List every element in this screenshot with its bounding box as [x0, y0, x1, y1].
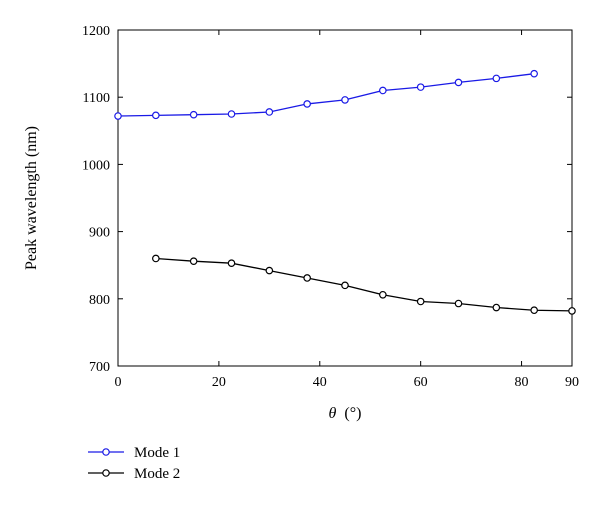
series-layer — [114, 69, 576, 315]
plot-area — [117, 29, 573, 367]
data-point — [530, 306, 538, 315]
x-tick-label: 90 — [565, 375, 579, 390]
data-point — [114, 112, 122, 120]
x-tick-label: 80 — [515, 375, 529, 390]
y-tick-label: 1100 — [83, 91, 110, 106]
data-point — [341, 96, 349, 104]
data-point — [416, 83, 425, 91]
legend-label: Mode 1 — [134, 445, 180, 461]
y-tick-label: 1000 — [82, 158, 110, 173]
data-point — [152, 254, 160, 263]
data-point — [454, 299, 463, 308]
data-point — [265, 266, 274, 275]
y-tick-label: 700 — [89, 360, 110, 375]
data-point — [265, 108, 274, 116]
data-point — [416, 297, 425, 306]
y-axis-title: Peak wavelength (nm) — [23, 126, 40, 270]
x-tick-label: 20 — [212, 375, 226, 390]
data-point — [492, 74, 501, 83]
data-point — [530, 69, 538, 78]
series-2 — [152, 254, 576, 315]
data-point — [303, 100, 311, 108]
data-point — [152, 111, 160, 120]
legend-item: Mode 1 — [88, 445, 180, 461]
data-point — [379, 290, 387, 299]
x-axis-unit: (°) — [344, 405, 361, 422]
data-point — [568, 307, 576, 315]
y-axis: 700 800 900 1000 1100 1200 — [82, 24, 572, 375]
data-point — [303, 274, 311, 282]
x-tick-label: 60 — [414, 375, 428, 390]
data-point — [189, 110, 198, 119]
x-axis-symbol: θ — [329, 405, 337, 422]
legend-marker — [102, 448, 110, 456]
data-point — [227, 110, 236, 118]
y-tick-label: 800 — [89, 293, 110, 308]
data-point — [189, 257, 198, 265]
x-axis-title: θ (°) — [329, 405, 362, 422]
data-point — [454, 78, 463, 87]
x-axis: 0 20 40 60 80 90 — [115, 30, 579, 390]
series-line — [117, 73, 535, 117]
data-point — [492, 303, 501, 312]
legend-marker — [102, 469, 110, 477]
data-point — [341, 281, 349, 290]
series-line — [155, 257, 573, 312]
legend-item: Mode 2 — [88, 466, 180, 482]
y-tick-label: 1200 — [82, 24, 110, 39]
data-point — [379, 86, 387, 95]
y-tick-label: 900 — [89, 226, 110, 241]
series-1 — [114, 69, 538, 120]
legend: Mode 1 Mode 2 — [88, 445, 180, 482]
legend-label: Mode 2 — [134, 466, 180, 482]
x-tick-label: 0 — [115, 375, 122, 390]
data-point — [227, 259, 236, 267]
x-tick-label: 40 — [313, 375, 327, 390]
